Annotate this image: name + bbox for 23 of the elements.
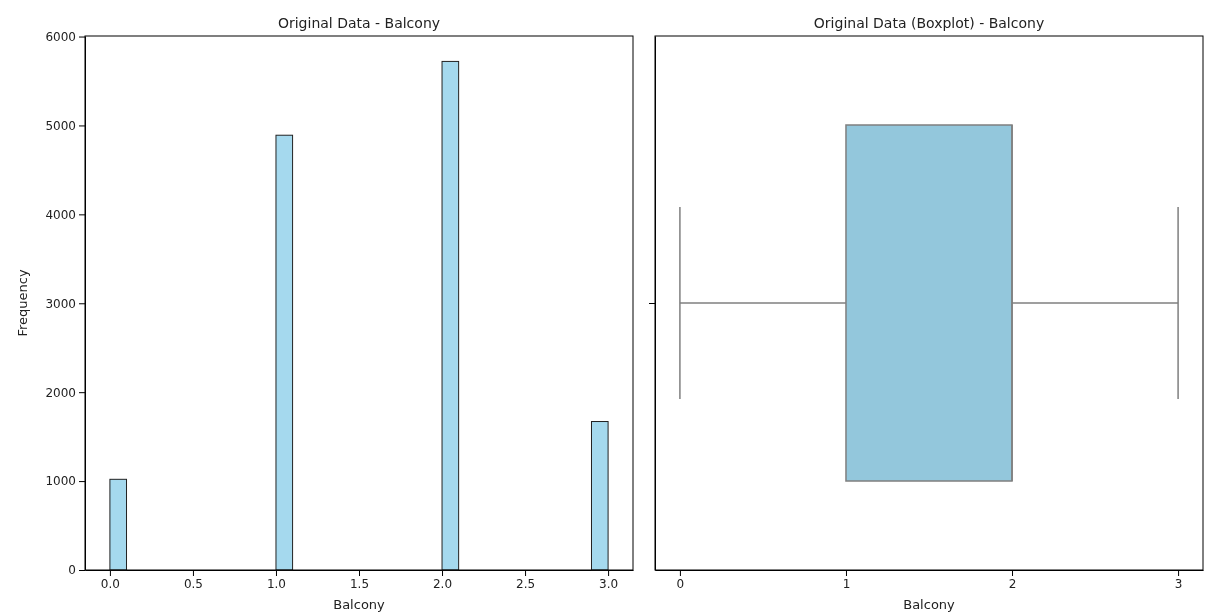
x-tick-label: 2.0: [432, 576, 453, 591]
y-tick-label: 6000: [45, 29, 76, 44]
x-tick-label: 2.5: [516, 576, 536, 591]
y-axis-title: Frequency: [15, 269, 30, 337]
y-tick-label: 5000: [45, 118, 76, 133]
y-tick-label: 3000: [45, 296, 76, 311]
x-tick-label: 2: [1008, 576, 1017, 591]
y-tick-label: 0: [68, 563, 76, 578]
chart-title: Original Data - Balcony: [277, 15, 441, 31]
x-tick-label: 0.5: [183, 576, 203, 591]
y-tick-label: 4000: [45, 207, 76, 222]
x-tick-label: 0.0: [100, 576, 120, 591]
x-axis-title: Balcony: [333, 597, 386, 612]
x-tick-label: 1.5: [349, 576, 370, 591]
x-tick-label: 3: [1174, 576, 1183, 591]
y-tick-label: 2000: [45, 385, 76, 400]
chart-title: Original Data (Boxplot) - Balcony: [813, 15, 1045, 31]
x-axis-title: Balcony: [903, 597, 956, 612]
y-tick-label: 1000: [45, 474, 76, 489]
x-tick-label: 1.0: [266, 576, 287, 591]
x-tick-label: 3.0: [599, 576, 619, 591]
x-tick-label: 0: [676, 576, 685, 591]
x-tick-label: 1: [842, 576, 851, 591]
